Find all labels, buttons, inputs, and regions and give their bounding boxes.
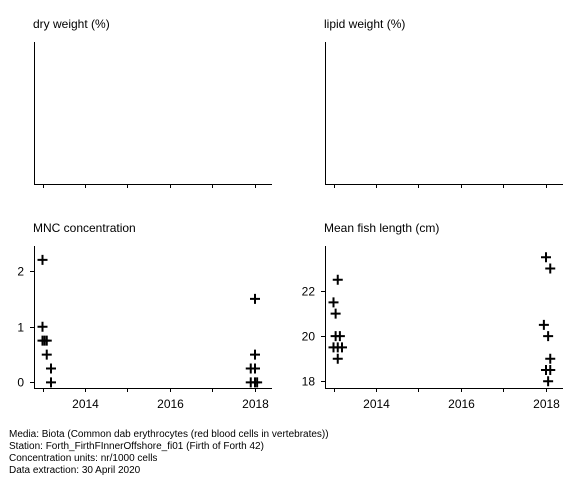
x-tick-label: 2014 <box>363 397 390 411</box>
data-point <box>332 274 343 285</box>
data-point <box>337 342 347 353</box>
data-point <box>252 377 263 388</box>
y-tick-label: 1 <box>17 321 24 335</box>
data-point <box>39 335 50 346</box>
data-point <box>46 363 56 374</box>
panel-title: dry weight (%) <box>33 17 110 31</box>
footer-media: Media: Biota (Common dab erythrocytes (r… <box>9 429 329 440</box>
x-tick-label: 2016 <box>448 397 475 411</box>
x-tick-label: 2018 <box>533 397 560 411</box>
data-point <box>538 319 549 330</box>
data-point <box>41 349 52 360</box>
data-point <box>250 349 260 360</box>
x-tick-label: 2014 <box>72 397 99 411</box>
data-point <box>545 263 556 274</box>
data-point <box>543 376 554 387</box>
x-tick-label: 2018 <box>242 397 269 411</box>
data-point <box>46 377 56 388</box>
footer-notes: Media: Biota (Common dab erythrocytes (r… <box>9 429 329 477</box>
data-point <box>543 331 554 342</box>
data-point <box>330 308 341 319</box>
panel-title: Mean fish length (cm) <box>324 221 439 235</box>
x-tick-label: 2016 <box>157 397 184 411</box>
data-point <box>37 254 48 265</box>
footer-extraction: Data extraction: 30 April 2020 <box>9 465 141 476</box>
data-point <box>334 331 345 342</box>
data-point <box>37 321 48 332</box>
footer-units: Concentration units: nr/1000 cells <box>9 453 158 464</box>
data-point <box>541 252 551 263</box>
data-point <box>328 297 339 308</box>
data-point <box>545 353 556 364</box>
panel-title: lipid weight (%) <box>324 17 405 31</box>
data-point <box>545 364 556 375</box>
data-point <box>332 353 343 364</box>
data-point <box>250 293 260 304</box>
data-point <box>250 363 260 374</box>
y-tick-label: 22 <box>302 285 316 299</box>
y-tick-label: 0 <box>17 376 24 390</box>
y-tick-label: 20 <box>302 330 316 344</box>
panel-title: MNC concentration <box>33 221 136 235</box>
y-tick-label: 18 <box>302 375 316 389</box>
y-tick-label: 2 <box>17 265 24 279</box>
footer-station: Station: Forth_FirthFInnerOffshore_fi01 … <box>9 441 264 452</box>
